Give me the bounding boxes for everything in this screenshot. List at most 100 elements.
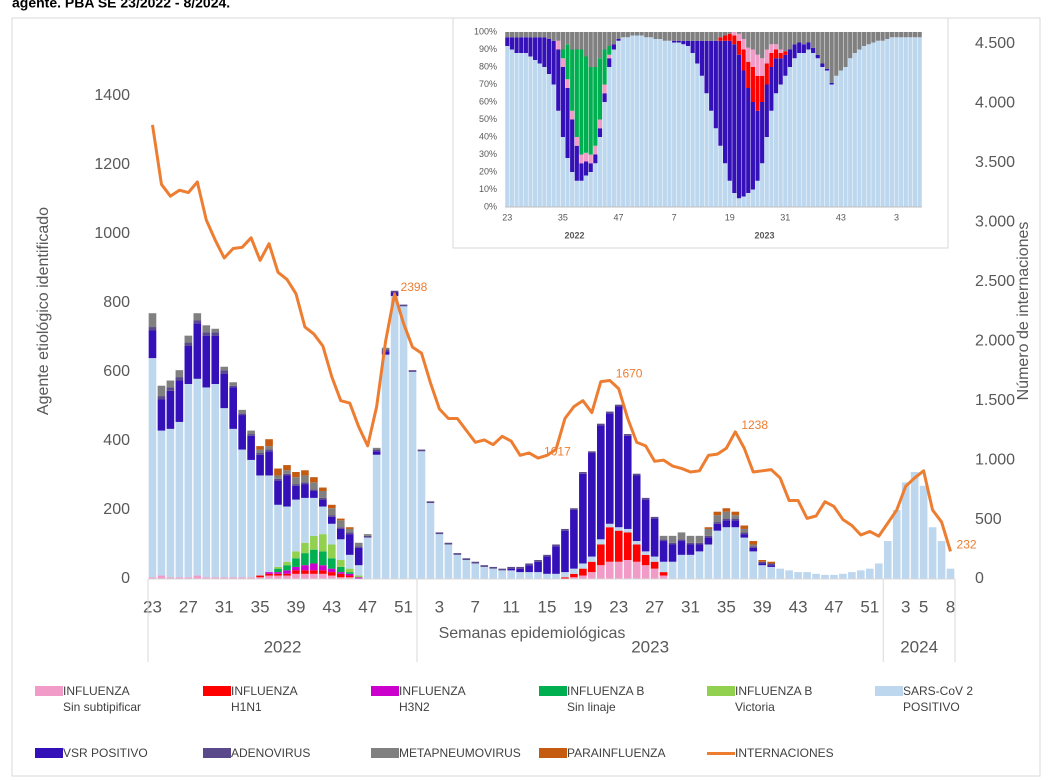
bar-segment <box>848 58 853 207</box>
bar-segment <box>516 572 524 579</box>
bar-segment <box>310 482 318 490</box>
bar-segment <box>641 499 650 552</box>
bar-segment <box>256 575 264 578</box>
bar-segment <box>229 577 237 579</box>
bar-segment <box>417 451 426 579</box>
bar-segment <box>336 560 345 567</box>
bar-segment <box>509 37 515 50</box>
bar-segment <box>912 32 918 38</box>
x-tick-label: 35 <box>717 597 736 616</box>
bar-segment <box>345 528 354 533</box>
bar-segment <box>336 539 345 561</box>
bar-segment <box>310 477 318 483</box>
y2-tick-label: 3.000 <box>975 214 1015 231</box>
bar-segment <box>537 37 542 64</box>
bar-segment <box>639 35 644 207</box>
bar-segment <box>614 527 623 531</box>
bar-segment <box>498 570 506 579</box>
bar-segment <box>507 568 515 571</box>
bar-segment <box>650 561 659 569</box>
bar-segment <box>354 546 363 548</box>
bar-segment <box>525 565 533 573</box>
x-tick-label: 11 <box>502 597 520 616</box>
bar-segment <box>211 332 220 336</box>
bar-segment <box>797 42 802 53</box>
bar-segment <box>668 561 677 579</box>
bar-segment <box>543 554 551 557</box>
legend-swatch <box>539 686 567 696</box>
bar-segment <box>220 373 229 409</box>
bar-segment <box>764 49 769 64</box>
bar-segment <box>292 477 300 485</box>
bar-segment <box>319 487 327 491</box>
bar-segment <box>731 520 740 528</box>
bar-segment <box>767 563 775 566</box>
y-tick-label: 1000 <box>94 225 130 242</box>
bar-segment <box>746 32 751 48</box>
bar-segment <box>588 451 596 454</box>
bar-segment <box>801 44 806 53</box>
legend-label: METAPNEUMOVIRUS <box>399 746 521 760</box>
bar-segment <box>593 145 598 155</box>
bar-segment <box>256 577 264 579</box>
bar-segment <box>755 75 760 111</box>
bar-segment <box>880 32 885 41</box>
bar-segment <box>283 465 291 471</box>
bar-segment <box>597 423 605 426</box>
bar-segment <box>372 454 381 579</box>
bar-segment <box>614 530 623 562</box>
bar-segment <box>750 49 755 67</box>
bar-segment <box>301 475 309 483</box>
bar-segment <box>292 472 300 478</box>
bar-segment <box>632 475 641 542</box>
y2-tick-label: 2.500 <box>975 273 1015 290</box>
bar-segment <box>565 79 570 88</box>
bar-segment <box>534 572 542 579</box>
legend-label: INFLUENZA B Victoria <box>735 684 813 714</box>
bar-segment <box>641 565 650 579</box>
y2-tick-label: 2.000 <box>975 332 1015 349</box>
bar-segment <box>769 67 774 111</box>
y-tick-label: 20% <box>479 166 497 176</box>
bar-segment <box>722 518 731 521</box>
bar-segment <box>256 475 264 576</box>
bar-segment <box>211 383 220 578</box>
bar-segment <box>453 554 462 579</box>
bar-segment <box>718 32 723 38</box>
bar-segment <box>579 568 587 576</box>
bar-segment <box>713 515 722 523</box>
bar-segment <box>829 32 834 83</box>
bar-segment <box>328 575 336 579</box>
bar-segment <box>417 449 426 452</box>
bar-segment <box>519 37 524 53</box>
legend-swatch <box>707 752 735 755</box>
bar-segment <box>797 53 802 207</box>
bar-segment <box>695 535 704 543</box>
bar-segment <box>760 32 765 59</box>
bar-segment <box>175 421 184 578</box>
bar-segment <box>238 577 246 579</box>
bar-segment <box>533 32 538 38</box>
x-tick-label: 39 <box>286 597 305 616</box>
bar-segment <box>247 430 255 435</box>
bar-segment <box>579 472 587 474</box>
bar-segment <box>593 154 598 164</box>
y2-tick-label: 500 <box>975 511 1002 528</box>
bar-segment <box>727 32 732 34</box>
bar-segment <box>740 532 749 535</box>
bar-segment <box>824 70 830 207</box>
bar-segment <box>820 32 825 64</box>
y-tick-label: 70% <box>479 79 497 89</box>
bar-segment <box>704 527 713 529</box>
bar-segment <box>565 44 570 80</box>
bar-segment <box>561 530 569 573</box>
bar-segment <box>607 54 612 59</box>
legend-item: VSR POSITIVO <box>35 745 203 761</box>
bar-segment <box>274 478 282 481</box>
bar-segment <box>659 539 668 542</box>
bar-segment <box>435 532 444 535</box>
bar-segment <box>704 544 713 579</box>
bar-segment <box>611 49 616 207</box>
bar-segment <box>709 40 714 111</box>
